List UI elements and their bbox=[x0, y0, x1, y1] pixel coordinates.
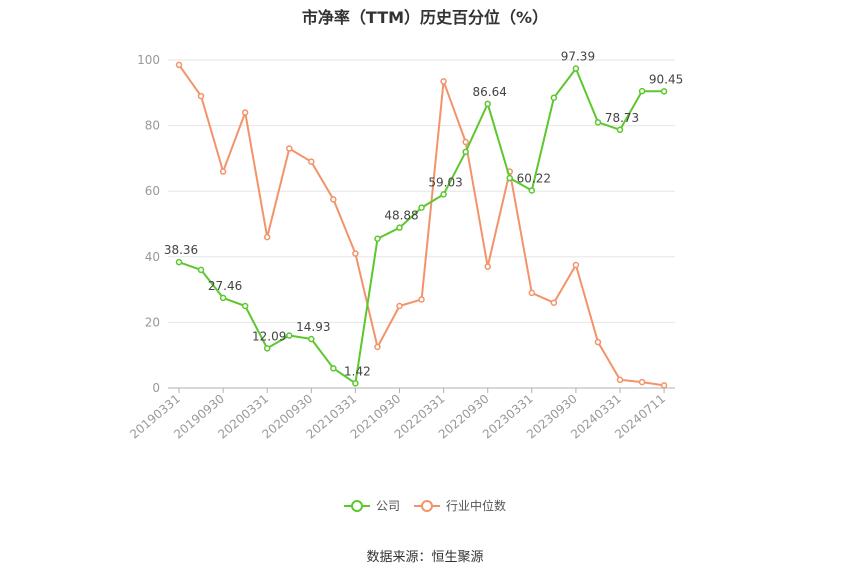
data-label: 86.64 bbox=[473, 85, 507, 99]
data-point bbox=[550, 299, 558, 306]
data-point bbox=[572, 261, 580, 269]
data-point bbox=[440, 78, 447, 85]
legend-item-industry-median[interactable]: 行业中位数 bbox=[414, 497, 506, 514]
y-tick-label: 60 bbox=[145, 184, 160, 198]
data-label: 48.88 bbox=[384, 209, 418, 223]
data-label: 60.22 bbox=[517, 171, 551, 185]
data-point bbox=[308, 335, 315, 343]
data-point bbox=[286, 145, 293, 152]
data-label: 1.42 bbox=[344, 364, 371, 378]
data-point bbox=[418, 296, 425, 303]
data-point bbox=[418, 204, 425, 211]
data-point bbox=[462, 148, 469, 156]
source-note: 数据来源：恒生聚源 bbox=[366, 550, 484, 565]
data-point bbox=[352, 250, 359, 257]
data-point bbox=[594, 338, 602, 346]
grid-lines bbox=[168, 59, 675, 323]
data-point bbox=[197, 266, 205, 274]
data-point bbox=[638, 378, 646, 386]
data-labels: 38.36 27.46 12.09 14.93 1.42 48.88 59.03 86.64 6… bbox=[164, 50, 683, 379]
data-point bbox=[506, 174, 513, 182]
y-tick-label: 20 bbox=[145, 315, 160, 329]
chart-title: 市净率（TTM）历史百分位（%） bbox=[301, 8, 549, 27]
data-point bbox=[616, 126, 624, 134]
data-point bbox=[175, 61, 183, 69]
data-point bbox=[286, 332, 293, 339]
data-point bbox=[660, 88, 668, 95]
data-label: 59.03 bbox=[428, 175, 462, 189]
data-label: 78.73 bbox=[605, 111, 639, 125]
data-point bbox=[462, 138, 469, 146]
data-label: 97.39 bbox=[561, 50, 595, 64]
data-point bbox=[396, 302, 403, 310]
data-point bbox=[219, 168, 227, 175]
data-point bbox=[638, 87, 646, 95]
legend-item-company[interactable]: 公司 bbox=[343, 497, 400, 514]
data-label: 14.93 bbox=[296, 320, 330, 334]
y-tick-label: 100 bbox=[137, 53, 160, 67]
data-point bbox=[308, 158, 315, 165]
data-label: 90.45 bbox=[649, 72, 683, 86]
legend-label-company: 公司 bbox=[375, 499, 400, 513]
data-point bbox=[528, 187, 536, 194]
data-point bbox=[241, 109, 249, 116]
data-point bbox=[330, 365, 337, 372]
data-point bbox=[241, 302, 249, 310]
data-point bbox=[352, 380, 359, 387]
data-point bbox=[528, 289, 536, 297]
data-point bbox=[263, 233, 271, 241]
data-label: 38.36 bbox=[164, 243, 198, 257]
data-point bbox=[374, 235, 381, 243]
data-point bbox=[484, 263, 491, 270]
y-tick-label: 40 bbox=[145, 250, 160, 264]
data-point bbox=[660, 382, 668, 389]
legend-label-industry-median: 行业中位数 bbox=[446, 499, 507, 513]
data-point bbox=[616, 376, 624, 384]
y-tick-label: 80 bbox=[145, 119, 160, 133]
legend-swatch-industry-median bbox=[414, 499, 440, 513]
series-layer bbox=[175, 61, 668, 389]
data-point bbox=[594, 119, 602, 126]
data-point bbox=[330, 196, 337, 203]
data-point bbox=[572, 65, 580, 72]
data-label: 12.09 bbox=[252, 329, 286, 343]
data-point bbox=[396, 224, 403, 231]
data-point bbox=[440, 191, 447, 198]
y-tick-label: 0 bbox=[152, 381, 160, 395]
data-point bbox=[550, 94, 558, 101]
data-point bbox=[219, 294, 227, 302]
data-point bbox=[484, 100, 491, 108]
data-point bbox=[197, 92, 205, 100]
data-point bbox=[263, 345, 271, 352]
legend-swatch-company bbox=[343, 499, 370, 513]
data-point bbox=[374, 343, 381, 351]
legend: 公司 行业中位数 bbox=[0, 497, 850, 514]
data-point bbox=[175, 258, 183, 266]
data-label: 27.46 bbox=[208, 279, 242, 293]
